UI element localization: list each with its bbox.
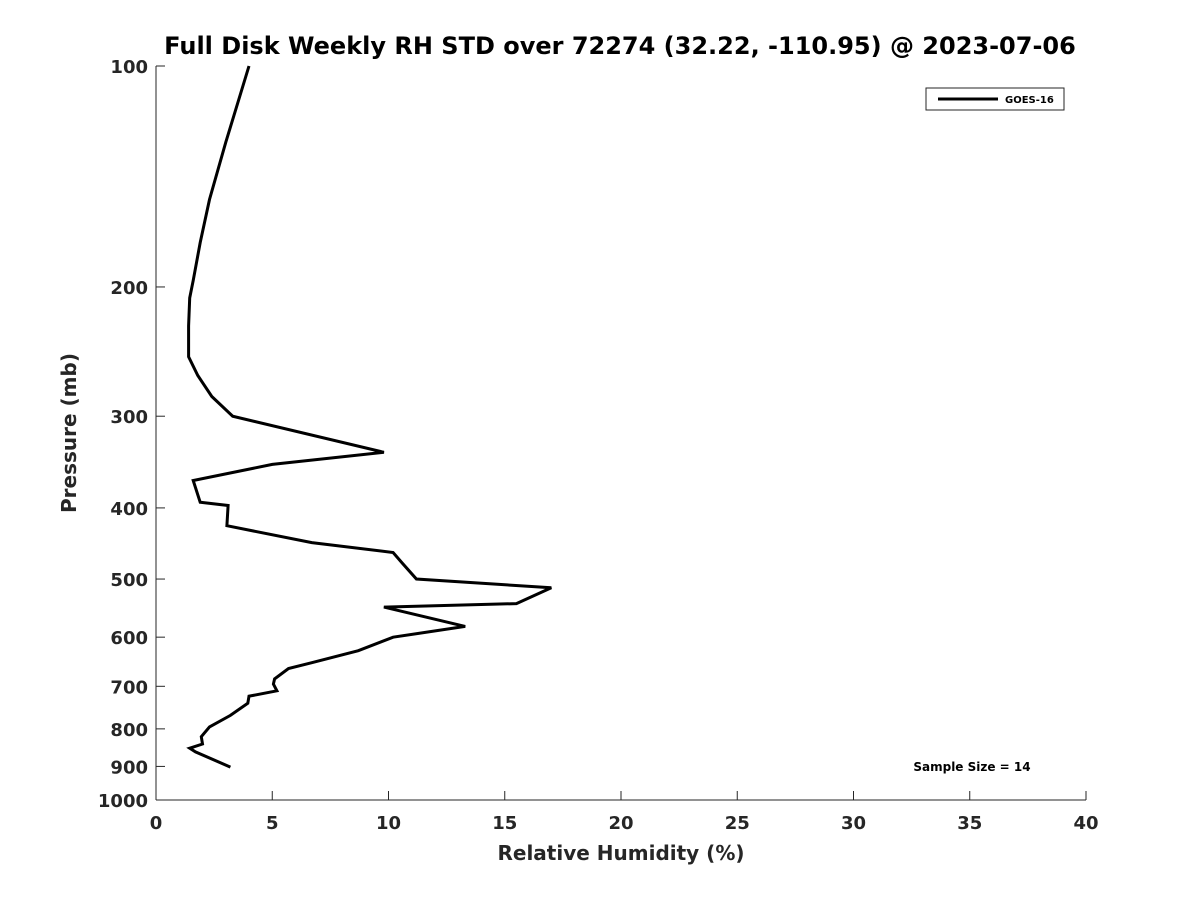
x-tick-label: 25 (725, 813, 750, 834)
x-tick-label: 30 (841, 813, 866, 834)
series-line-goes-16 (186, 65, 552, 769)
x-tick-label: 35 (957, 813, 982, 834)
x-tick-label: 5 (266, 813, 279, 834)
y-tick-label: 700 (110, 677, 148, 698)
x-tick-label: 20 (608, 813, 633, 834)
y-tick-label: 500 (110, 570, 148, 591)
x-tick-label: 0 (150, 813, 163, 834)
y-tick-label: 900 (110, 757, 148, 778)
legend-label-goes-16: GOES-16 (1005, 95, 1054, 106)
y-axis-label: Pressure (mb) (57, 353, 81, 513)
legend: GOES-16 (925, 87, 1065, 111)
x-tick-label: 15 (492, 813, 517, 834)
series-group (186, 65, 552, 769)
y-ticks: 100 200 300 400 500 600 700 800 900 1000 (98, 57, 165, 812)
y-tick-label: 300 (110, 407, 148, 428)
x-tick-label: 40 (1073, 813, 1098, 834)
chart-title: Full Disk Weekly RH STD over 72274 (32.2… (164, 32, 1076, 60)
y-tick-label: 800 (110, 720, 148, 741)
y-tick-label: 200 (110, 278, 148, 299)
y-tick-label: 400 (110, 499, 148, 520)
y-tick-label: 600 (110, 628, 148, 649)
x-ticks: 0 5 10 15 20 25 30 35 40 (150, 791, 1099, 834)
x-tick-label: 10 (376, 813, 401, 834)
x-axis-label: Relative Humidity (%) (497, 841, 744, 865)
y-tick-label: 100 (110, 57, 148, 78)
sample-size-annotation: Sample Size = 14 (913, 760, 1030, 774)
y-tick-label: 1000 (98, 791, 148, 812)
